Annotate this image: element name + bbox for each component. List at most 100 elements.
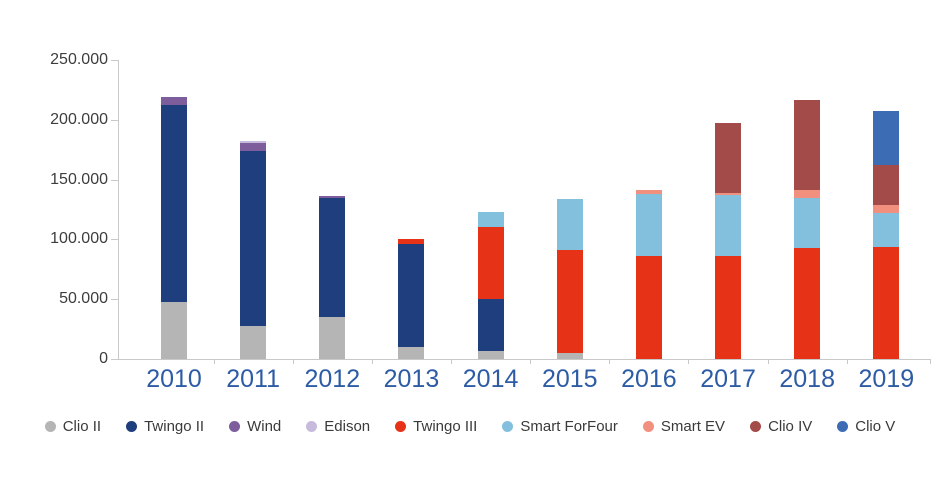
- legend-item-smart-forfour: Smart ForFour: [502, 418, 618, 435]
- x-axis-year-label: 2012: [304, 365, 361, 393]
- bar-segment-clio-ii: [161, 301, 187, 359]
- bar-column-2013: [398, 239, 425, 359]
- bar-column-2011: [240, 141, 267, 359]
- x-axis-year-label: 2013: [383, 365, 440, 393]
- legend-dot-icon: [750, 421, 762, 432]
- x-axis-year-label: 2015: [541, 365, 598, 393]
- legend-item-twingo-iii: Twingo III: [395, 418, 477, 435]
- bar-segment-clio-ii: [477, 350, 504, 359]
- legend-dot-icon: [837, 421, 849, 432]
- bar-segment-smart-forfour: [873, 213, 900, 247]
- legend-dot-icon: [306, 421, 318, 432]
- legend-dot-icon: [395, 421, 407, 432]
- bar-segment-wind: [319, 196, 346, 198]
- y-axis-tick-label: 50.000: [59, 290, 108, 308]
- x-axis-tick: [213, 359, 215, 364]
- legend-dot-icon: [502, 421, 514, 432]
- bar-segment-twingo-ii: [398, 244, 425, 348]
- bar-segment-clio-iv: [873, 165, 900, 205]
- legend-item-smart-ev: Smart EV: [642, 418, 726, 435]
- y-axis: [118, 60, 119, 359]
- y-axis-tick: [111, 239, 118, 241]
- x-axis-tick: [930, 359, 931, 364]
- bar-segment-twingo-ii: [477, 299, 504, 351]
- bar-segment-smart-ev: [873, 204, 900, 214]
- bar-segment-twingo-iii: [873, 246, 900, 359]
- x-axis-year-label: 2010: [146, 365, 202, 393]
- x-axis-tick: [292, 359, 294, 364]
- bar-column-2012: [319, 196, 346, 359]
- bar-segment-smart-forfour: [715, 195, 742, 257]
- legend-item-label: Clio II: [62, 418, 102, 435]
- y-axis-tick-label: 100.000: [50, 230, 108, 248]
- y-axis-tick-label: 0: [99, 350, 108, 367]
- bar-segment-twingo-ii: [319, 197, 346, 318]
- legend-item-label: Twingo II: [144, 418, 205, 435]
- legend-item-label: Smart ForFour: [520, 418, 618, 435]
- y-axis-tick: [111, 60, 118, 61]
- legend-item-clio-v: Clio V: [837, 418, 895, 435]
- legend-item-label: Wind: [247, 418, 282, 435]
- bar-segment-smart-forfour: [794, 197, 821, 248]
- y-axis-tick-label: 200.000: [50, 110, 108, 128]
- bar-segment-smart-forfour: [477, 211, 504, 228]
- bar-segment-twingo-ii: [161, 105, 187, 302]
- y-axis-tick: [111, 119, 118, 121]
- x-axis-year-label: 2019: [858, 365, 915, 393]
- bar-segment-edison: [240, 141, 267, 144]
- bar-segment-clio-ii: [556, 353, 583, 359]
- bar-segment-smart-forfour: [556, 198, 583, 251]
- bar-segment-smart-ev: [794, 190, 821, 198]
- legend-dot-icon: [229, 421, 241, 432]
- bar-segment-twingo-iii: [477, 227, 504, 300]
- bar-segment-twingo-iii: [556, 250, 583, 354]
- bar-column-2019: [873, 111, 900, 359]
- bar-column-2018: [794, 99, 821, 359]
- bar-column-2014: [477, 211, 504, 359]
- bar-column-2017: [715, 123, 742, 359]
- bar-segment-smart-ev: [635, 190, 662, 194]
- x-axis-tick: [767, 359, 769, 364]
- legend-item-clio-iv: Clio IV: [750, 418, 812, 435]
- bar-segment-clio-iv: [715, 123, 742, 193]
- x-axis: [118, 359, 931, 360]
- y-axis-tick: [111, 359, 118, 360]
- bar-segment-smart-ev: [715, 192, 742, 196]
- legend-item-label: Clio V: [855, 418, 896, 435]
- legend-dot-icon: [642, 421, 654, 432]
- bar-segment-wind: [240, 143, 267, 151]
- y-axis-tick-label: 150.000: [50, 170, 108, 188]
- bar-segment-clio-ii: [319, 317, 346, 359]
- legend-item-clio-ii: Clio II: [44, 418, 102, 435]
- bar-segment-twingo-iii: [794, 247, 821, 359]
- x-axis-year-label: 2018: [779, 365, 835, 393]
- bar-segment-clio-ii: [240, 325, 267, 359]
- x-axis-year-label: 2014: [462, 365, 519, 393]
- bar-segment-wind: [161, 97, 187, 106]
- x-axis-tick: [451, 359, 453, 364]
- bar-column-2016: [635, 190, 662, 359]
- chart-legend: Clio II Twingo II Wind Edison Twingo III Smar…: [0, 418, 940, 435]
- bar-column-2015: [556, 198, 583, 359]
- bar-segment-clio-iv: [794, 99, 821, 191]
- y-axis-tick: [111, 179, 118, 181]
- bar-segment-clio-v: [873, 111, 900, 166]
- x-axis-tick: [530, 359, 532, 364]
- legend-item-label: Twingo III: [413, 418, 478, 435]
- x-axis-tick: [609, 359, 611, 364]
- x-axis-tick: [371, 359, 373, 364]
- legend-item-edison: Edison: [306, 418, 370, 435]
- bar-segment-smart-forfour: [635, 193, 662, 257]
- y-axis-tick: [111, 299, 118, 301]
- x-axis-tick: [846, 359, 848, 364]
- x-axis-year-label: 2017: [700, 365, 756, 393]
- legend-dot-icon: [44, 421, 56, 432]
- bar-segment-twingo-ii: [240, 150, 267, 326]
- legend-dot-icon: [126, 421, 138, 432]
- bar-segment-twingo-iii: [715, 256, 742, 359]
- legend-item-label: Clio IV: [768, 418, 813, 435]
- bar-column-2010: [161, 97, 187, 359]
- legend-item-twingo-ii: Twingo II: [126, 418, 204, 435]
- legend-item-label: Smart EV: [660, 418, 726, 435]
- x-axis-year-label: 2011: [226, 365, 281, 393]
